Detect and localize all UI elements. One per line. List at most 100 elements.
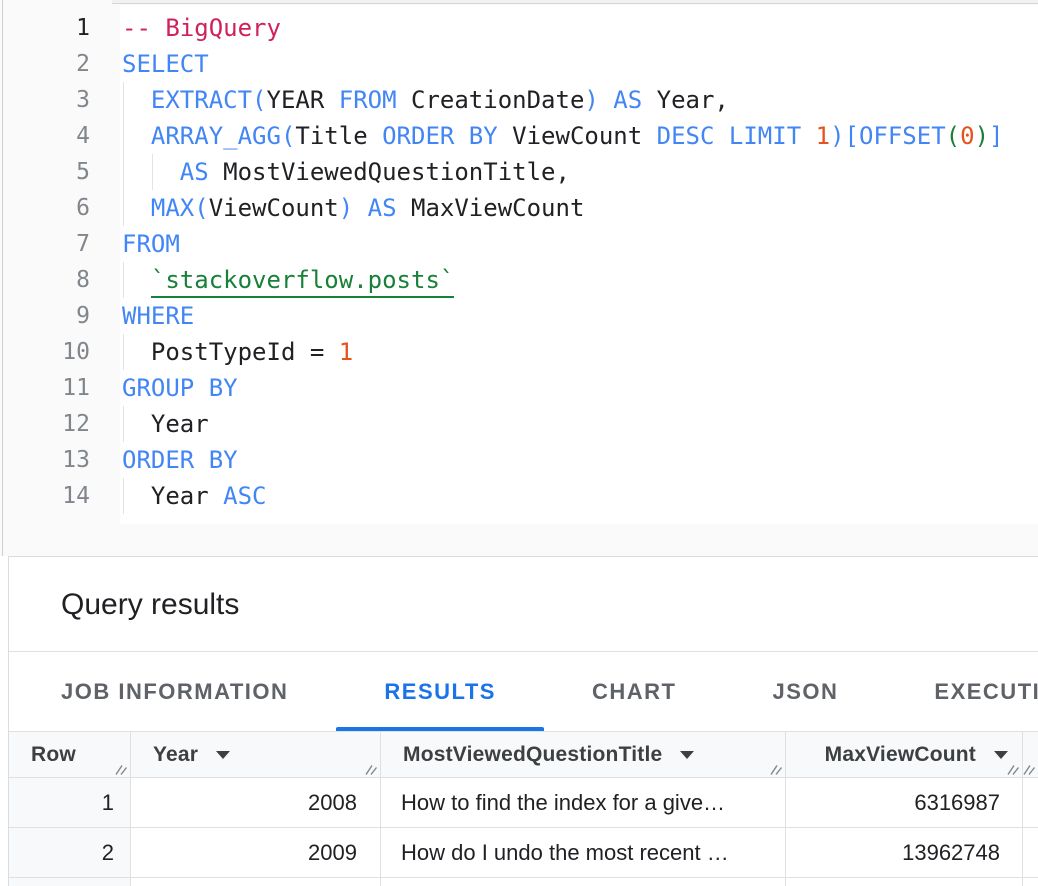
cell-row: 1 <box>9 778 131 828</box>
tab-execution-details[interactable]: EXECUTION DETAILS <box>886 653 1038 731</box>
code-token: ORDER BY <box>122 446 238 474</box>
line-number: 5 <box>0 154 90 190</box>
table-row-partial <box>9 878 1038 886</box>
line-number: 3 <box>0 82 90 118</box>
cell-value: 13962748 <box>786 840 1022 866</box>
column-header-title[interactable]: MostViewedQuestionTitle <box>381 732 786 778</box>
line-number: 1 <box>0 10 90 46</box>
code-token: MAX( <box>151 194 209 222</box>
code-token: AS <box>180 158 209 186</box>
code-token: ARRAY_AGG( <box>151 122 296 150</box>
table-reference-link[interactable]: `stackoverflow.posts` <box>151 266 454 298</box>
line-number: 7 <box>0 226 90 262</box>
code-token: Title <box>295 122 382 150</box>
column-resize-grip-icon[interactable] <box>364 762 378 776</box>
code-line[interactable]: 8 `stackoverflow.posts` <box>0 262 1038 298</box>
column-header-row[interactable]: Row <box>9 732 131 778</box>
code-lines[interactable]: 1 -- BigQuery 2 SELECT 3 EXTRACT(YEAR FROM C… <box>0 10 1038 514</box>
sql-editor[interactable]: 1 -- BigQuery 2 SELECT 3 EXTRACT(YEAR FROM C… <box>0 0 1038 556</box>
code-text: MAX(ViewCount) AS MaxViewCount <box>90 190 584 226</box>
cell-next <box>1023 828 1038 878</box>
tab-results[interactable]: RESULTS <box>336 653 544 731</box>
code-text: PostTypeId = 1 <box>90 334 353 370</box>
editor-top-divider <box>112 0 1038 4</box>
cell-row: 2 <box>9 828 131 878</box>
cell-value: How do I undo the most recent … <box>381 840 785 866</box>
line-number: 10 <box>0 334 90 370</box>
code-text: `stackoverflow.posts` <box>90 262 454 298</box>
code-line[interactable]: 9WHERE <box>0 298 1038 334</box>
line-number: 11 <box>0 370 90 406</box>
tab-label: EXECUTION DETAILS <box>934 679 1038 705</box>
code-token: Year <box>122 410 209 438</box>
line-number: 12 <box>0 406 90 442</box>
code-text: Year ASC <box>90 478 267 514</box>
code-token: )[OFFSET <box>830 122 946 150</box>
results-tab-bar: JOB INFORMATIONRESULTS CHART JSON EXECUTION… <box>9 653 1038 731</box>
column-resize-grip-icon[interactable] <box>1006 762 1020 776</box>
line-number: 4 <box>0 118 90 154</box>
code-token: -- BigQuery <box>122 14 281 42</box>
sort-dropdown-caret-icon[interactable] <box>994 751 1008 759</box>
code-text: AS MostViewedQuestionTitle, <box>90 154 570 190</box>
cell-partial <box>786 878 1023 886</box>
cell-title: How to find the index for a give… <box>381 778 786 828</box>
tab-job-information[interactable]: JOB INFORMATION <box>13 653 336 731</box>
column-header-year[interactable]: Year <box>131 732 381 778</box>
column-header-label: MostViewedQuestionTitle <box>403 743 662 767</box>
sort-dropdown-caret-icon[interactable] <box>680 751 694 759</box>
code-token <box>122 158 180 186</box>
code-token: ] <box>989 122 1003 150</box>
code-token: CreationDate <box>397 86 585 114</box>
results-header: Query results <box>9 557 1038 652</box>
column-resize-grip-icon[interactable] <box>1023 762 1036 776</box>
line-number: 14 <box>0 478 90 514</box>
code-text: -- BigQuery <box>90 10 281 46</box>
table-row: 22009How do I undo the most recent …1396… <box>9 828 1038 878</box>
cell-partial <box>381 878 786 886</box>
code-token: 1 <box>339 338 353 366</box>
cell-next <box>1023 778 1038 828</box>
code-line[interactable]: 2 SELECT <box>0 46 1038 82</box>
query-results-panel: Query results JOB INFORMATIONRESULTS CHAR… <box>8 556 1038 886</box>
sort-dropdown-caret-icon[interactable] <box>216 751 230 759</box>
tab-chart[interactable]: CHART <box>544 653 725 731</box>
code-token: Year <box>122 482 223 510</box>
tab-label: JSON <box>772 679 838 705</box>
code-text: WHERE <box>90 298 194 334</box>
column-header-max[interactable]: MaxViewCount <box>786 732 1023 778</box>
cell-year: 2009 <box>131 828 381 878</box>
code-line[interactable]: 14 Year ASC <box>0 478 1038 514</box>
line-number: 13 <box>0 442 90 478</box>
code-line[interactable]: 5 AS MostViewedQuestionTitle, <box>0 154 1038 190</box>
code-token: 0 <box>960 122 974 150</box>
code-text: FROM <box>90 226 180 262</box>
code-line[interactable]: 3 EXTRACT(YEAR FROM CreationDate) AS Yea… <box>0 82 1038 118</box>
code-line[interactable]: 13 ORDER BY <box>0 442 1038 478</box>
code-token: ViewCount <box>209 194 339 222</box>
code-token: FROM <box>339 86 397 114</box>
tab-label: CHART <box>592 679 677 705</box>
line-number: 2 <box>0 46 90 82</box>
code-line[interactable]: 11GROUP BY <box>0 370 1038 406</box>
cell-value: 6316987 <box>786 790 1022 816</box>
code-line[interactable]: 6 MAX(ViewCount) AS MaxViewCount <box>0 190 1038 226</box>
table-row: 12008How to find the index for a give…63… <box>9 778 1038 828</box>
code-token: SELECT <box>122 50 209 78</box>
code-line[interactable]: 10 PostTypeId = 1 <box>0 334 1038 370</box>
code-line[interactable]: 12 Year <box>0 406 1038 442</box>
code-line[interactable]: 4 ARRAY_AGG(Title ORDER BY ViewCount DES… <box>0 118 1038 154</box>
cell-max: 13962748 <box>786 828 1023 878</box>
column-resize-grip-icon[interactable] <box>769 762 783 776</box>
cell-max: 6316987 <box>786 778 1023 828</box>
tab-json[interactable]: JSON <box>724 653 886 731</box>
code-text: ARRAY_AGG(Title ORDER BY ViewCount DESC … <box>90 118 1003 154</box>
column-resize-grip-icon[interactable] <box>114 762 128 776</box>
code-token <box>122 122 151 150</box>
code-token: ) AS <box>339 194 397 222</box>
code-token <box>122 194 151 222</box>
code-line[interactable]: 7FROM <box>0 226 1038 262</box>
column-header-label: MaxViewCount <box>825 743 976 767</box>
results-table: RowYear MostViewedQuestionTitle MaxViewCou… <box>9 731 1038 886</box>
code-line[interactable]: 1 -- BigQuery <box>0 10 1038 46</box>
